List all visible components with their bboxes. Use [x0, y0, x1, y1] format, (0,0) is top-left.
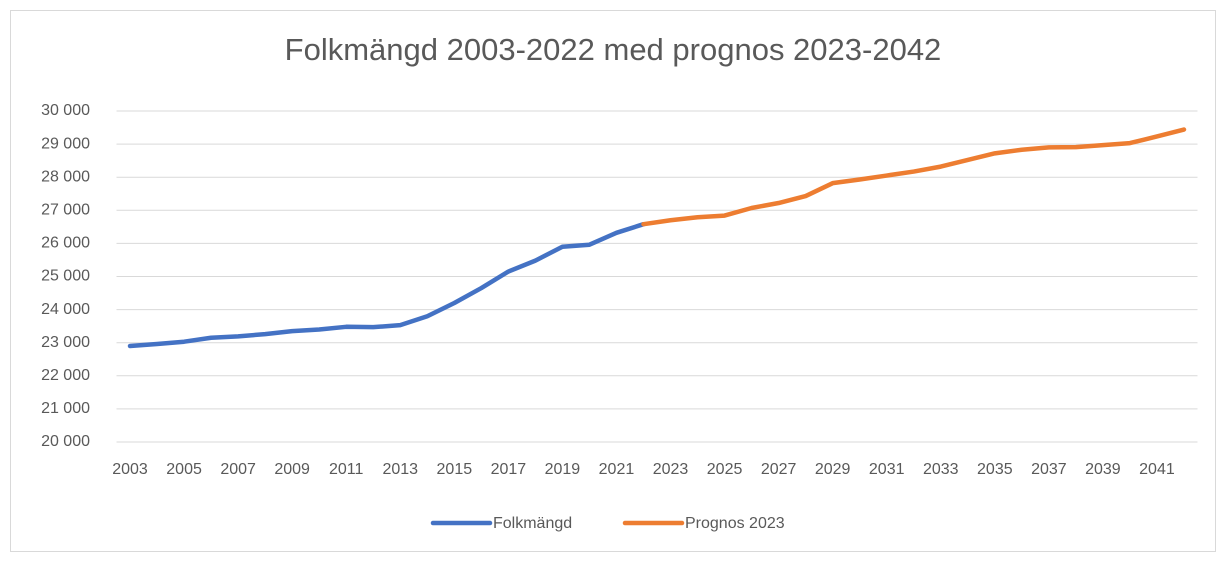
- x-tick-label: 2023: [653, 461, 689, 478]
- y-tick-label: 25 000: [41, 268, 90, 285]
- x-tick-label: 2015: [437, 461, 473, 478]
- x-tick-label: 2025: [707, 461, 743, 478]
- x-tick-label: 2007: [220, 461, 256, 478]
- legend-label: Prognos 2023: [685, 515, 785, 532]
- x-tick-label: 2011: [329, 461, 364, 478]
- y-tick-label: 27 000: [41, 202, 90, 219]
- x-tick-label: 2005: [166, 461, 202, 478]
- x-tick-label: 2027: [761, 461, 797, 478]
- x-tick-label: 2037: [1031, 461, 1067, 478]
- y-tick-label: 28 000: [41, 168, 90, 185]
- chart-frame: [10, 10, 1216, 552]
- x-tick-label: 2021: [599, 461, 635, 478]
- x-tick-label: 2033: [923, 461, 959, 478]
- series-line: [641, 127, 1187, 227]
- x-tick-label: 2003: [112, 461, 148, 478]
- series-line: [127, 221, 646, 349]
- x-tick-label: 2017: [491, 461, 527, 478]
- y-tick-label: 29 000: [41, 135, 90, 152]
- chart-title: Folkmängd 2003-2022 med prognos 2023-204…: [285, 32, 942, 67]
- y-tick-label: 26 000: [41, 235, 90, 252]
- y-tick-label: 20 000: [41, 433, 90, 450]
- x-tick-label: 2039: [1085, 461, 1121, 478]
- y-tick-label: 21 000: [41, 400, 90, 417]
- x-tick-label: 2019: [545, 461, 581, 478]
- legend-label: Folkmängd: [493, 515, 572, 532]
- x-tick-label: 2009: [274, 461, 310, 478]
- x-tick-label: 2029: [815, 461, 851, 478]
- x-tick-label: 2041: [1139, 461, 1175, 478]
- y-tick-label: 22 000: [41, 367, 90, 384]
- y-tick-label: 24 000: [41, 301, 90, 318]
- x-tick-label: 2035: [977, 461, 1013, 478]
- x-tick-label: 2013: [382, 461, 418, 478]
- y-tick-label: 23 000: [41, 334, 90, 351]
- x-tick-label: 2031: [869, 461, 905, 478]
- y-tick-label: 30 000: [41, 102, 90, 119]
